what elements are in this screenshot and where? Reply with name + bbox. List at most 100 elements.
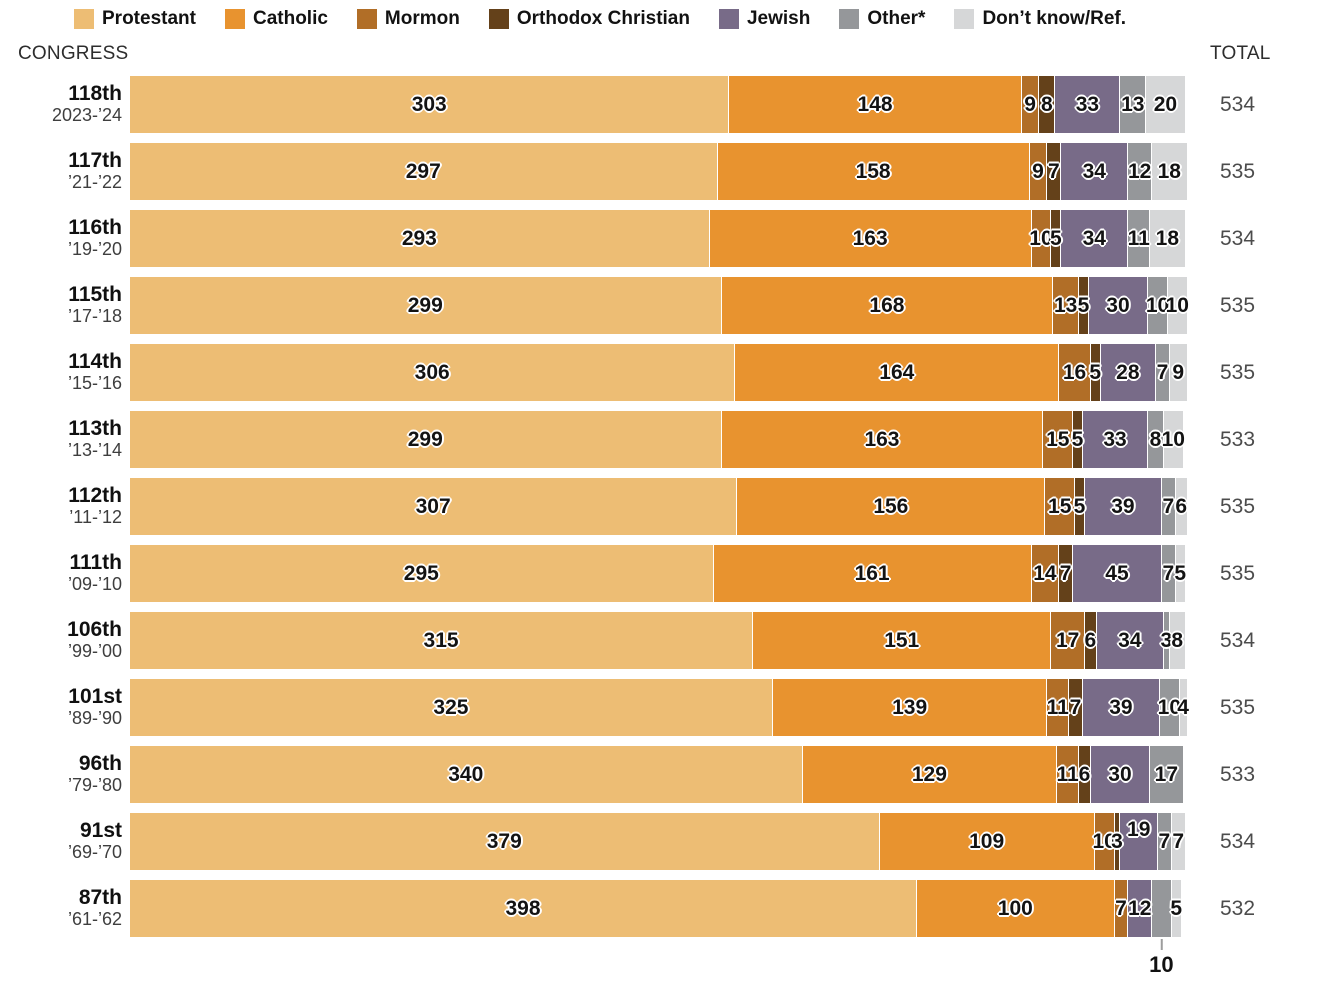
stacked-bar: 293 163 10 5 34 11 18 <box>130 210 1192 267</box>
bar-area: 293 163 10 5 34 11 18 <box>130 210 1192 267</box>
bar-segment: 33 <box>1081 411 1148 468</box>
bar-segment: 10 <box>1166 277 1189 334</box>
segment-value-label: 156 <box>873 494 909 518</box>
segment-value-label: 7 <box>1172 829 1185 853</box>
segment-value-label: 10 <box>1157 695 1181 719</box>
row-label: 91st ’69-’70 <box>0 818 130 864</box>
row-label: 118th 2023-’24 <box>0 82 130 127</box>
segment-value-label: 109 <box>969 829 1005 853</box>
total-value: 534 <box>1220 226 1256 250</box>
stacked-bar: 299 163 15 5 33 8 10 <box>130 411 1192 468</box>
bar-segment: 7 <box>1113 880 1128 937</box>
bar-segment: 7 <box>1155 344 1169 401</box>
bar-segment: 18 <box>1151 143 1187 200</box>
bar-segment: 163 <box>720 411 1043 468</box>
segment-value-label: 398 <box>505 896 541 920</box>
bar-segment: 306 <box>130 344 735 401</box>
congress-number: 114th <box>68 349 122 373</box>
segment-value-label: 8 <box>1171 628 1184 652</box>
bar-segment: 5 <box>1050 210 1062 267</box>
row-label: 114th ’15-’16 <box>0 349 130 395</box>
segment-value-label: 325 <box>433 695 469 719</box>
bar-segment: 3 <box>1161 612 1172 669</box>
segment-value-label: 158 <box>855 159 891 183</box>
legend-swatch-icon <box>224 9 245 29</box>
legend-swatch-icon <box>488 9 509 29</box>
segment-value-label: 13 <box>1053 293 1078 317</box>
legend-item: Protestant <box>74 8 196 30</box>
segment-value-label: 163 <box>852 226 888 250</box>
bar-segment: 19 <box>1119 813 1157 870</box>
segment-value-label: 12 <box>1128 159 1152 183</box>
segment-value-label: 20 <box>1153 92 1178 116</box>
bar-segment: 17 <box>1149 746 1183 803</box>
bar-area: 299 168 13 5 30 10 10 <box>130 277 1192 334</box>
bar-segment: 45 <box>1072 545 1161 602</box>
segment-value-label: 12 <box>1128 896 1152 920</box>
bar-segment: 7 <box>1170 813 1185 870</box>
congress-number: 117th <box>68 148 122 172</box>
segment-value-label: 7 <box>1069 695 1082 719</box>
segment-value-label: 7 <box>1047 159 1060 183</box>
segment-value-label: 168 <box>869 293 905 317</box>
bar-segment: 9 <box>1020 76 1039 133</box>
row-label: 115th ’17-’18 <box>0 283 130 328</box>
congress-row: 117th ’21-’22 297 158 9 7 34 12 18 535 <box>0 143 1324 200</box>
bar-segment: 39 <box>1083 478 1161 535</box>
congress-years: ’09-’10 <box>67 573 122 594</box>
bar-segment: 11 <box>1127 210 1150 267</box>
segment-value-label: 16 <box>1062 360 1087 384</box>
congress-row: 113th ’13-’14 299 163 15 5 33 8 10 533 <box>0 411 1324 468</box>
bar-segment: 4 <box>1177 679 1189 736</box>
segment-value-label: 30 <box>1108 762 1132 786</box>
bar-segment: 11 <box>1046 679 1069 736</box>
congress-years: ’61-’62 <box>67 908 122 929</box>
bar-segment: 11 <box>1056 746 1079 803</box>
total-value: 535 <box>1220 293 1256 317</box>
bar-segment: 161 <box>712 545 1031 602</box>
column-headers: CONGRESS TOTAL <box>0 43 1324 67</box>
segment-value-label: 9 <box>1024 92 1036 116</box>
segment-value-label: 11 <box>1127 226 1150 250</box>
bar-segment: 20 <box>1145 76 1185 133</box>
segment-value-label: 5 <box>1071 427 1084 451</box>
segment-value-label: 34 <box>1118 628 1142 652</box>
callout-value: 10 <box>1149 952 1174 977</box>
congress-number: 87th <box>78 885 122 909</box>
bar-segment: 6 <box>1174 478 1187 535</box>
congress-row: 116th ’19-’20 293 163 10 5 34 11 18 534 <box>0 210 1324 267</box>
congress-row: 87th ’61-’62 398 100 7 12 10 5 532 <box>0 880 1324 977</box>
stacked-bar: 340 129 11 6 30 17 <box>130 746 1192 803</box>
bar-area: 307 156 15 5 39 7 6 <box>130 478 1192 535</box>
total-value: 534 <box>1220 829 1256 853</box>
segment-value-label: 7 <box>1162 561 1175 585</box>
bar-segment: 297 <box>130 143 717 200</box>
legend-swatch-icon <box>954 9 975 29</box>
segment-value-label: 39 <box>1111 494 1135 518</box>
stacked-bar: 299 168 13 5 30 10 10 <box>130 277 1192 334</box>
total-value: 535 <box>1220 695 1256 719</box>
bar-segment: 7 <box>1068 679 1082 736</box>
bar-segment: 7 <box>1156 813 1171 870</box>
bar-segment: 30 <box>1087 277 1148 334</box>
bar-segment: 18 <box>1149 210 1185 267</box>
bar-segment: 340 <box>130 746 802 803</box>
legend-swatch-icon <box>839 9 860 29</box>
segment-value-label: 33 <box>1075 92 1100 116</box>
legend-item: Other* <box>839 8 925 30</box>
segment-value-label: 39 <box>1109 695 1133 719</box>
segment-value-label: 19 <box>1127 817 1151 841</box>
segment-value-label: 13 <box>1121 92 1145 116</box>
congress-number: 106th <box>67 617 122 641</box>
congress-years: ’15-’16 <box>67 372 122 393</box>
segment-value-label: 18 <box>1155 226 1180 250</box>
row-label: 96th ’79-’80 <box>0 752 130 797</box>
congress-number: 91st <box>79 818 122 842</box>
bar-segment: 13 <box>1052 277 1078 334</box>
congress-number: 113th <box>68 416 122 440</box>
segment-value-label: 10 <box>1029 226 1053 250</box>
stacked-bar: 303 148 9 8 33 13 20 <box>130 76 1192 133</box>
bar-area: 325 139 11 7 39 10 4 <box>130 679 1192 736</box>
congress-years: ’89-’90 <box>67 707 122 728</box>
bar-segment: 5 <box>1089 344 1101 401</box>
